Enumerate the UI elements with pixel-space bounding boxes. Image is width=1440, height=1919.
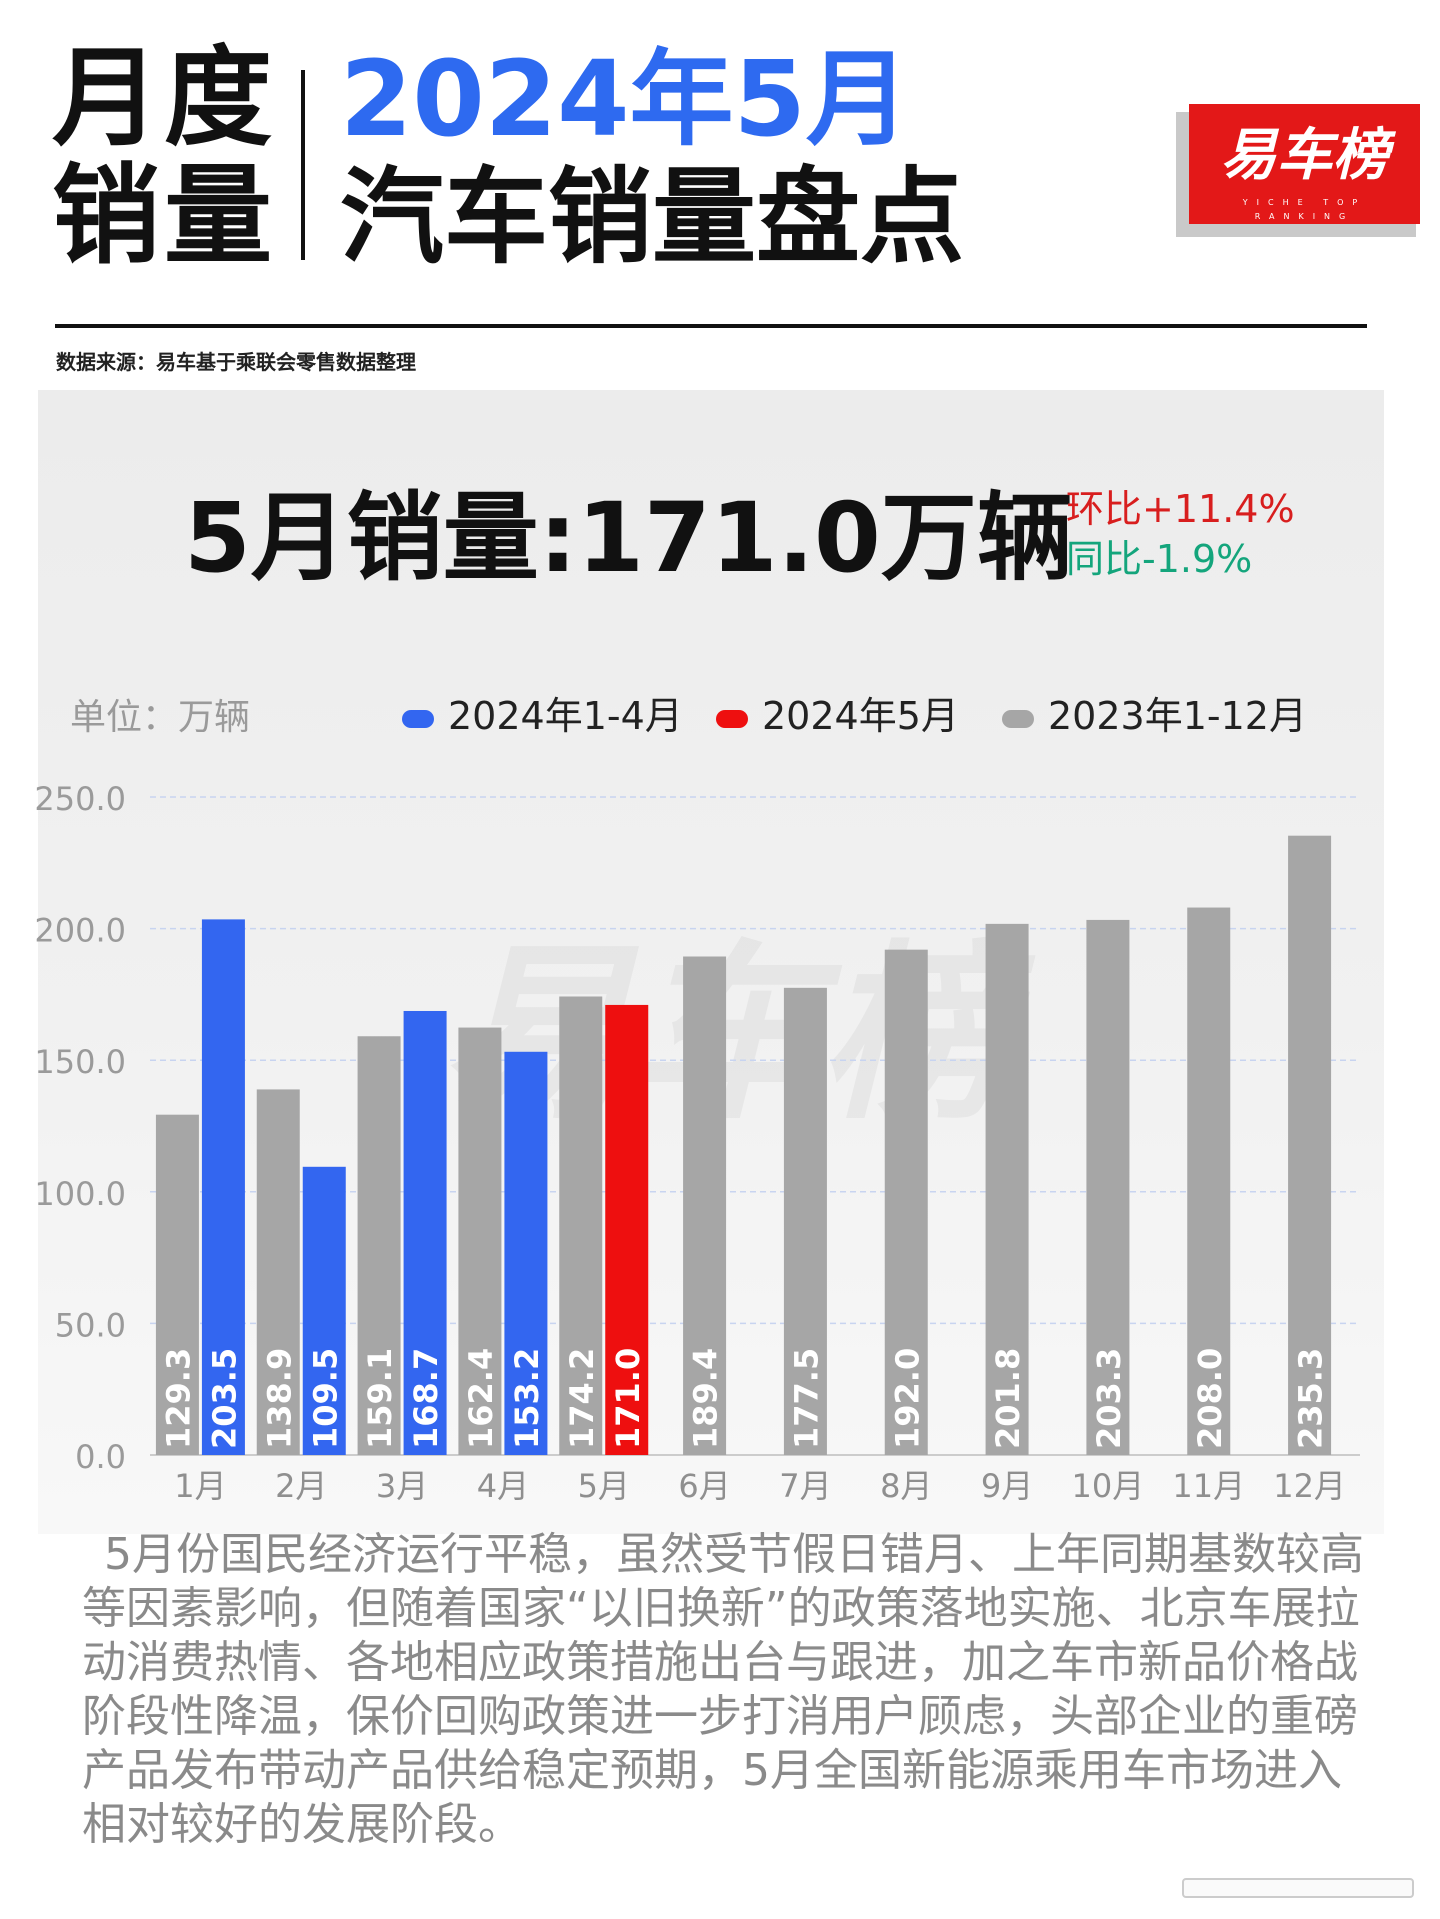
bar-value-label: 203.3 bbox=[1090, 1348, 1128, 1449]
legend-item-2024-jan-apr: 2024年1-4月 bbox=[402, 685, 683, 740]
yoy-change: 同比-1.9% bbox=[1066, 537, 1253, 581]
bar-value-label: 174.2 bbox=[563, 1348, 601, 1449]
bar-2023 bbox=[783, 987, 827, 1455]
x-tick-label: 10月 bbox=[1072, 1467, 1145, 1505]
x-tick-label: 9月 bbox=[981, 1467, 1033, 1505]
bar-2024-jan-apr bbox=[403, 1010, 447, 1455]
bar-2023 bbox=[155, 1114, 199, 1455]
bar-value-label: 129.3 bbox=[159, 1348, 197, 1449]
x-tick-label: 3月 bbox=[376, 1467, 428, 1505]
unit-label: 单位：万辆 bbox=[70, 697, 251, 738]
bar-value-label: 109.5 bbox=[306, 1348, 344, 1449]
bar-value-label: 159.1 bbox=[361, 1348, 399, 1449]
y-tick-label: 150.0 bbox=[34, 1043, 126, 1081]
bar-2023 bbox=[1288, 835, 1332, 1455]
header-divider bbox=[301, 70, 305, 260]
bar-2024-may bbox=[605, 1004, 649, 1455]
logo-subtext: YICHE TOP RANKING bbox=[1242, 198, 1367, 221]
header-right: 2024年5月 汽车销量盘点 bbox=[340, 40, 964, 276]
x-tick-label: 6月 bbox=[678, 1467, 730, 1505]
bar-2023 bbox=[884, 949, 928, 1455]
legend-item-2023: 2023年1-12月 bbox=[1002, 685, 1307, 740]
bar-value-label: 192.0 bbox=[888, 1348, 926, 1449]
x-tick-label: 2月 bbox=[275, 1467, 327, 1505]
legend-item-2024-may: 2024年5月 bbox=[716, 685, 959, 740]
x-tick-label: 12月 bbox=[1273, 1467, 1346, 1505]
bar-value-label: 153.2 bbox=[508, 1348, 546, 1449]
bar-value-label: 177.5 bbox=[787, 1348, 825, 1449]
header-left-line2: 销量 bbox=[52, 154, 277, 279]
bar-2023 bbox=[1086, 919, 1130, 1455]
legend-label: 2023年1-12月 bbox=[1048, 694, 1307, 738]
bar-2023 bbox=[683, 956, 727, 1455]
data-source: 数据来源：易车基于乘联会零售数据整理 bbox=[56, 350, 416, 374]
bar-2024-jan-apr bbox=[302, 1166, 346, 1455]
bar-2023 bbox=[357, 1036, 401, 1455]
bar-2023 bbox=[985, 923, 1029, 1455]
legend-swatch-gray bbox=[1002, 709, 1034, 728]
bar-value-label: 203.5 bbox=[205, 1348, 243, 1449]
bar-value-label: 171.0 bbox=[609, 1348, 647, 1449]
y-tick-label: 0.0 bbox=[75, 1438, 126, 1476]
bar-value-label: 235.3 bbox=[1292, 1348, 1330, 1449]
y-tick-label: 50.0 bbox=[55, 1306, 126, 1344]
bar-2024-jan-apr bbox=[201, 919, 245, 1455]
bar-2023 bbox=[1187, 907, 1231, 1455]
legend-swatch-red bbox=[716, 709, 748, 728]
x-tick-label: 8月 bbox=[880, 1467, 932, 1505]
bar-chart: 0.0 50.0 100.0 150.0 200.0 250.0 129.3 203.5 1月 1… bbox=[34, 780, 1360, 1505]
bar-2023 bbox=[559, 996, 603, 1455]
brand-logo: 易车榜 YICHE TOP RANKING bbox=[1189, 104, 1420, 224]
mom-change: 环比+11.4% bbox=[1066, 487, 1295, 531]
header-subtitle: 汽车销量盘点 bbox=[340, 156, 965, 278]
x-tick-label: 7月 bbox=[779, 1467, 831, 1505]
x-tick-label: 4月 bbox=[477, 1467, 529, 1505]
x-tick-label: 11月 bbox=[1172, 1467, 1245, 1505]
x-tick-label: 1月 bbox=[174, 1467, 226, 1505]
legend-swatch-blue bbox=[402, 709, 434, 728]
headline-title: 5月销量:171.0万辆 bbox=[184, 482, 1073, 594]
body-paragraph: 5月份国民经济运行平稳，虽然受节假日错月、上年同期基数较高等因素影响，但随着国家… bbox=[82, 1529, 1364, 1850]
bar-2023 bbox=[458, 1027, 502, 1455]
y-tick-label: 250.0 bbox=[34, 780, 126, 818]
legend-label: 2024年1-4月 bbox=[448, 694, 683, 738]
bar-value-label: 138.9 bbox=[260, 1348, 298, 1449]
y-tick-label: 200.0 bbox=[34, 912, 126, 950]
header-left: 月度 销量 bbox=[52, 40, 292, 276]
y-tick-label: 100.0 bbox=[34, 1175, 126, 1213]
bar-value-label: 208.0 bbox=[1191, 1348, 1229, 1449]
bar-value-label: 168.7 bbox=[407, 1348, 445, 1449]
header-date: 2024年5月 bbox=[340, 38, 910, 160]
logo-text: 易车榜 bbox=[1220, 123, 1389, 188]
page-scroll-indicator bbox=[1182, 1878, 1414, 1898]
bar-2023 bbox=[256, 1089, 300, 1455]
header-left-line1: 月度 bbox=[52, 36, 277, 161]
bar-2024-jan-apr bbox=[504, 1051, 548, 1455]
x-tick-label: 5月 bbox=[578, 1467, 630, 1505]
bar-value-label: 201.8 bbox=[989, 1348, 1027, 1449]
bar-value-label: 189.4 bbox=[687, 1348, 725, 1449]
bar-value-label: 162.4 bbox=[462, 1348, 500, 1449]
legend-label: 2024年5月 bbox=[762, 694, 959, 738]
header-rule bbox=[55, 324, 1367, 328]
